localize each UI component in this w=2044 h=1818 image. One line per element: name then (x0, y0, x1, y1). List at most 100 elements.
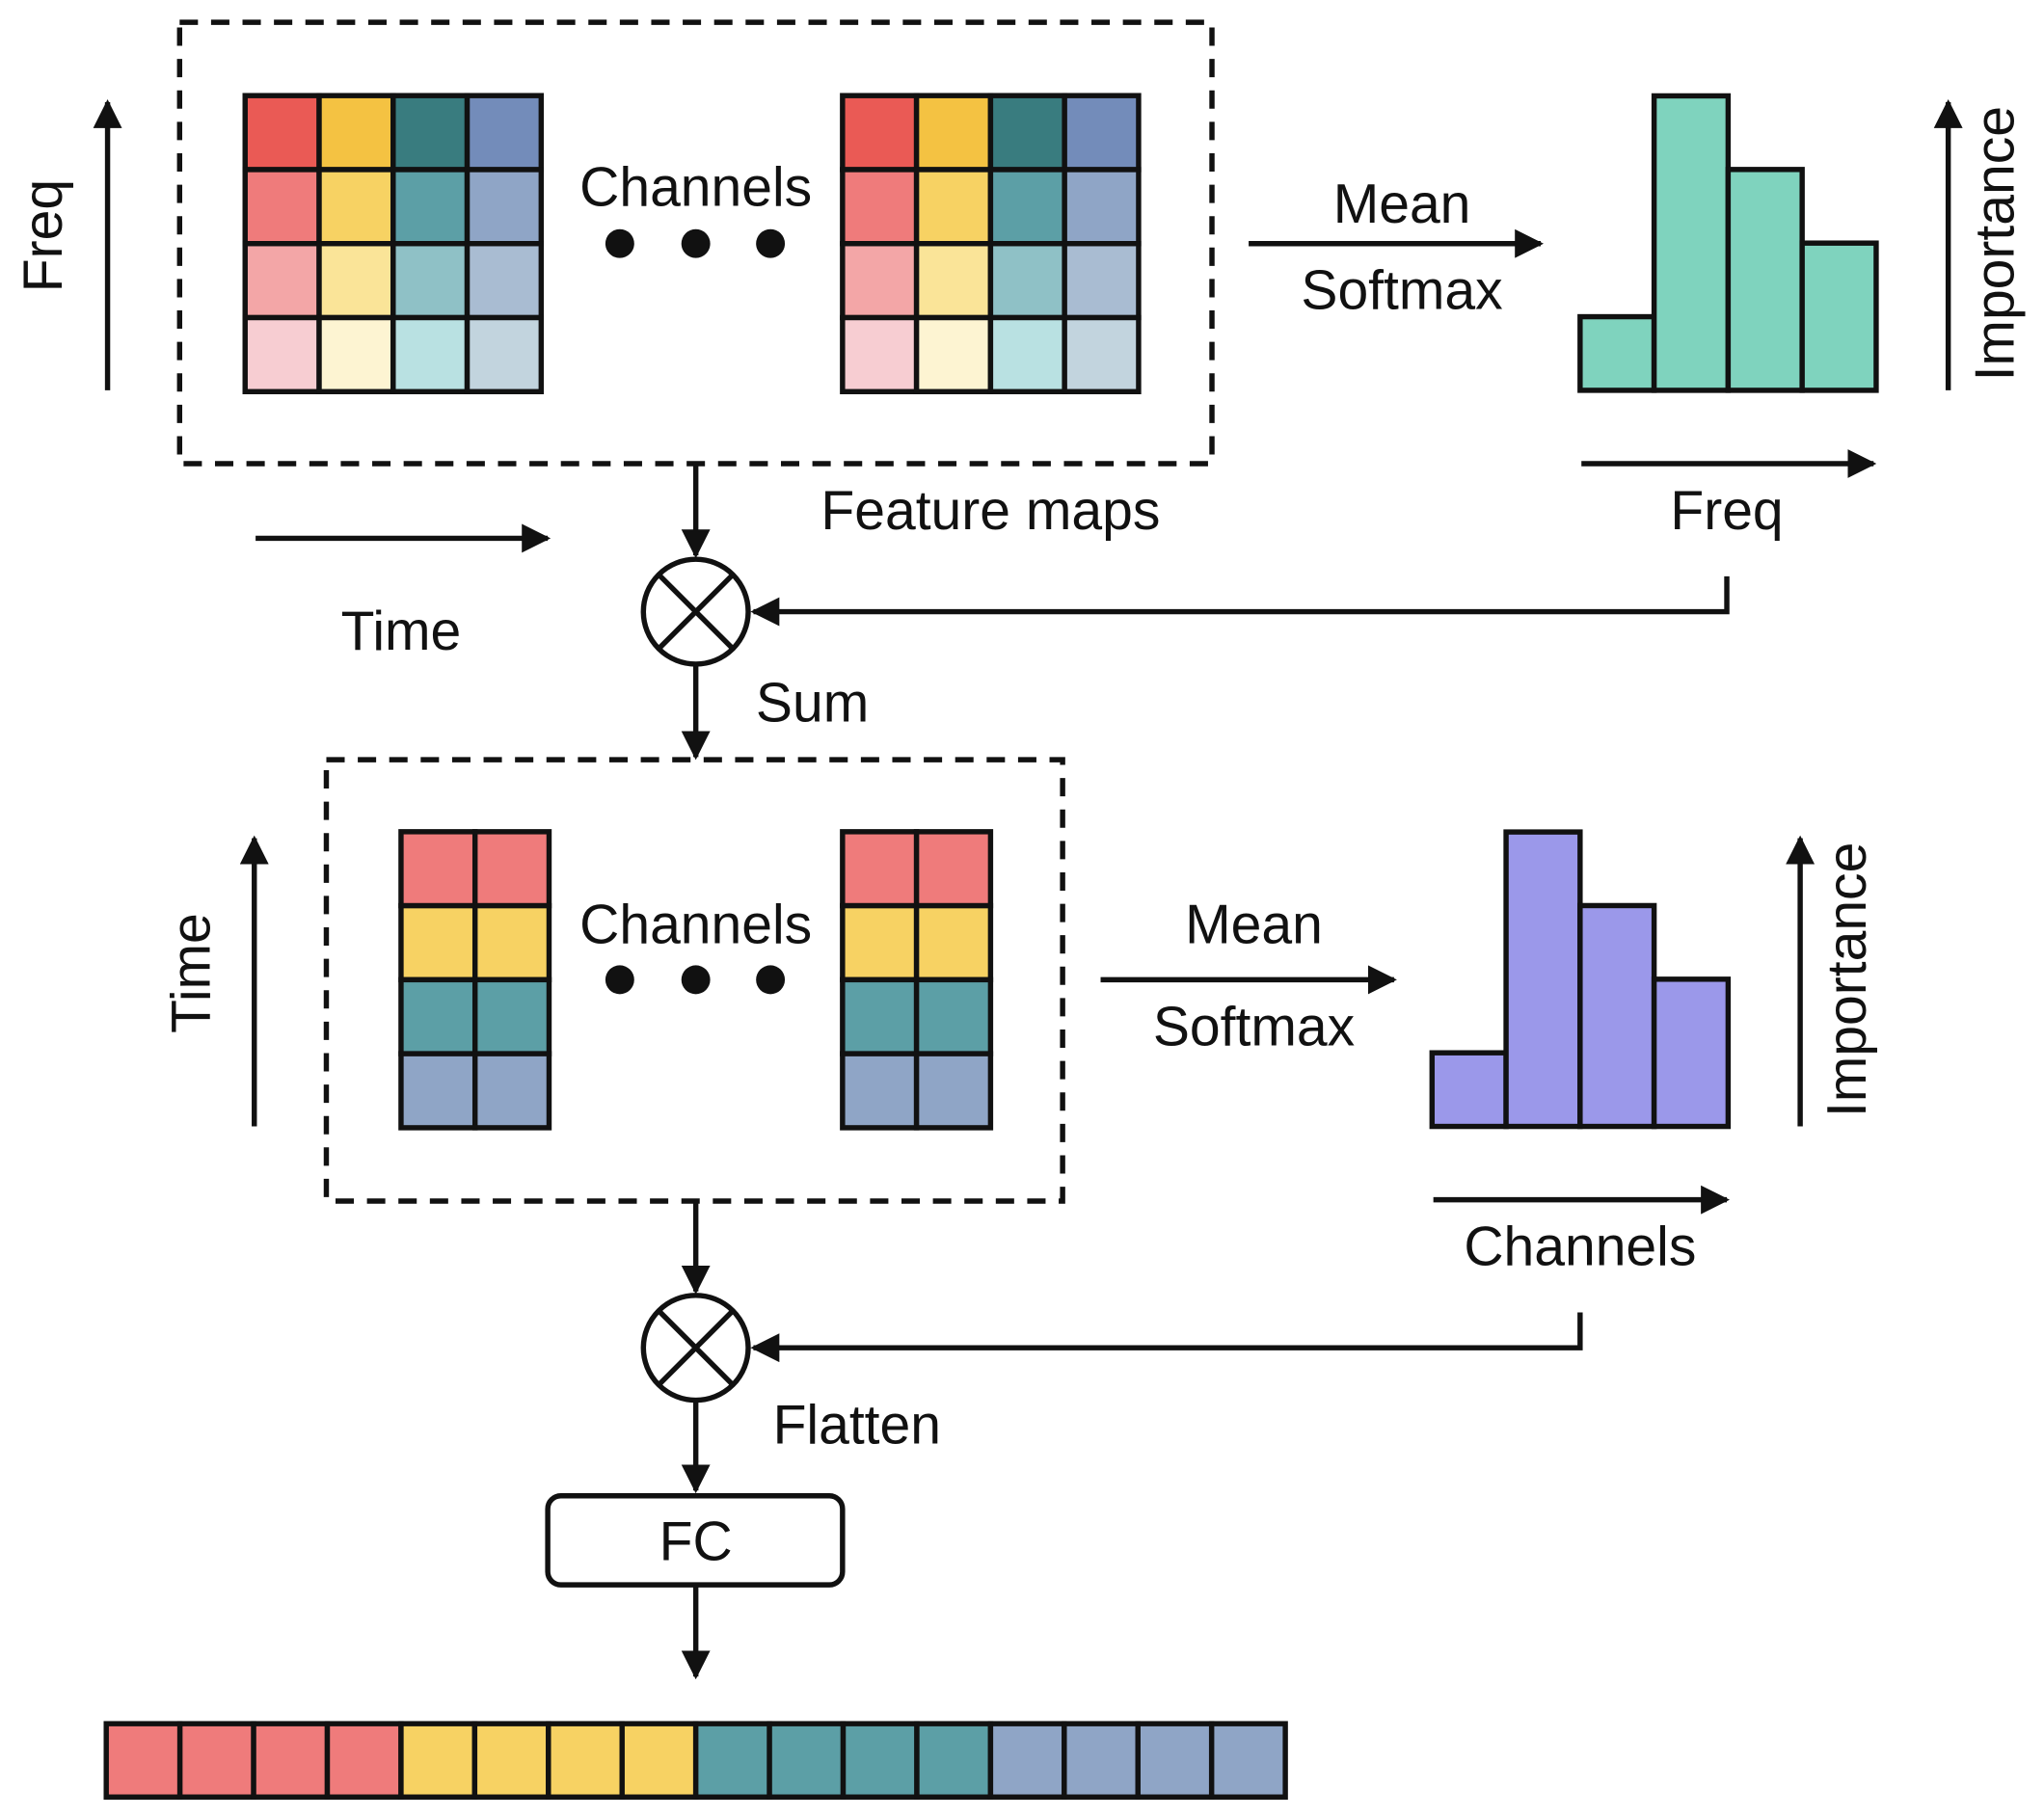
feature-map-cell (840, 93, 920, 173)
flatten-label: Flatten (773, 1394, 941, 1456)
output-vector-cell (840, 1721, 920, 1800)
channel-map-cell (471, 829, 552, 909)
mean-label-bottom: Mean (1185, 894, 1323, 955)
output-vector-cell (251, 1721, 331, 1800)
output-vector-cell (914, 1721, 994, 1800)
feature-map-cell (242, 93, 322, 173)
channel-map-cell (398, 902, 478, 983)
channel-weights-return-arrow (750, 1312, 1583, 1363)
multiply-operator-2 (640, 1293, 751, 1404)
channel-map-cell (471, 976, 552, 1056)
channel-importance-bar (1577, 902, 1657, 1130)
feature-map-cell (390, 241, 471, 321)
softmax-label-top: Softmax (1301, 260, 1502, 322)
output-vector-cell (398, 1721, 478, 1800)
feature-map-cell (242, 314, 322, 394)
feature-map-cell (913, 93, 994, 173)
importance-label-bottom: Importance (1816, 842, 1878, 1117)
channel-map-first (398, 829, 552, 1131)
feature-map-cell (464, 314, 545, 394)
channel-map-cell (471, 1051, 552, 1131)
output-vector-cell (619, 1721, 699, 1800)
feature-map-cell (987, 93, 1067, 173)
channel-importance-histogram (1429, 829, 1732, 1130)
feature-map-cell (1062, 314, 1142, 394)
channel-map-last (840, 829, 994, 1131)
channel-importance-bar (1503, 829, 1583, 1130)
mean-label-top: Mean (1333, 174, 1471, 235)
feature-map-cell (390, 167, 471, 247)
output-vector-cell (987, 1721, 1067, 1800)
sum-label: Sum (756, 673, 869, 735)
multiply-operator-1 (640, 556, 751, 667)
freq-importance-histogram (1577, 93, 1879, 393)
feature-map-cell (987, 314, 1067, 394)
channel-map-cell (840, 1051, 920, 1131)
channel-map-cell (913, 829, 994, 909)
softmax-label-bottom: Softmax (1153, 996, 1355, 1057)
output-vector-cell (471, 1721, 551, 1800)
output-vector-cell (1208, 1721, 1288, 1800)
ellipsis-dots-mid (605, 965, 786, 995)
freq-axis-label: Freq (13, 179, 74, 292)
channel-map-cell (471, 902, 552, 983)
output-vector-cell (103, 1721, 183, 1800)
importance-label-top: Importance (1965, 106, 2027, 381)
time-axis-label-top: Time (341, 601, 462, 662)
feature-map-cell (316, 93, 396, 173)
channel-map-cell (398, 829, 478, 909)
channel-map-cell (840, 829, 920, 909)
feature-map-grid-first (242, 93, 545, 394)
freq-importance-bar (1725, 167, 1805, 393)
ellipsis-dots-top (605, 228, 786, 258)
channel-importance-bar (1651, 976, 1732, 1130)
feature-map-cell (840, 167, 920, 247)
feature-map-cell (464, 93, 545, 173)
output-vector-cell (324, 1721, 404, 1800)
channel-map-cell (840, 976, 920, 1056)
feature-map-cell (464, 241, 545, 321)
feature-map-cell (913, 314, 994, 394)
feature-map-cell (242, 167, 322, 247)
feature-map-cell (840, 314, 920, 394)
channel-map-cell (913, 976, 994, 1056)
channel-map-cell (398, 976, 478, 1056)
feature-map-cell (316, 314, 396, 394)
output-embedding-vector (103, 1721, 1288, 1800)
channels-label-mid: Channels (579, 894, 812, 955)
feature-map-cell (1062, 167, 1142, 247)
output-vector-cell (176, 1721, 256, 1800)
freq-hist-axis-label: Freq (1670, 480, 1783, 542)
channel-importance-bar (1429, 1050, 1509, 1130)
feature-map-cell (464, 167, 545, 247)
feature-map-cell (913, 167, 994, 247)
feature-map-cell (1062, 241, 1142, 321)
output-vector-cell (766, 1721, 847, 1800)
output-vector-cell (1062, 1721, 1141, 1800)
feature-map-cell (840, 241, 920, 321)
feature-map-cell (390, 93, 471, 173)
channel-map-cell (840, 902, 920, 983)
feature-map-cell (316, 241, 396, 321)
freq-importance-bar (1577, 313, 1657, 393)
channels-hist-axis-label: Channels (1464, 1216, 1696, 1278)
fc-label: FC (659, 1511, 733, 1572)
feature-map-grid-last (840, 93, 1142, 394)
feature-map-cell (316, 167, 396, 247)
freq-importance-bar (1651, 93, 1732, 393)
feature-map-cell (242, 241, 322, 321)
time-axis-label-bottom: Time (161, 913, 223, 1033)
feature-map-cell (987, 167, 1067, 247)
channel-map-cell (913, 1051, 994, 1131)
feature-map-cell (1062, 93, 1142, 173)
channel-map-cell (913, 902, 994, 983)
output-vector-cell (692, 1721, 772, 1800)
feature-map-cell (987, 241, 1067, 321)
feature-map-cell (913, 241, 994, 321)
freq-importance-bar (1799, 240, 1879, 393)
feature-map-cell (390, 314, 471, 394)
output-vector-cell (546, 1721, 625, 1800)
freq-weights-return-arrow (750, 575, 1730, 627)
channels-label-top: Channels (579, 156, 812, 218)
